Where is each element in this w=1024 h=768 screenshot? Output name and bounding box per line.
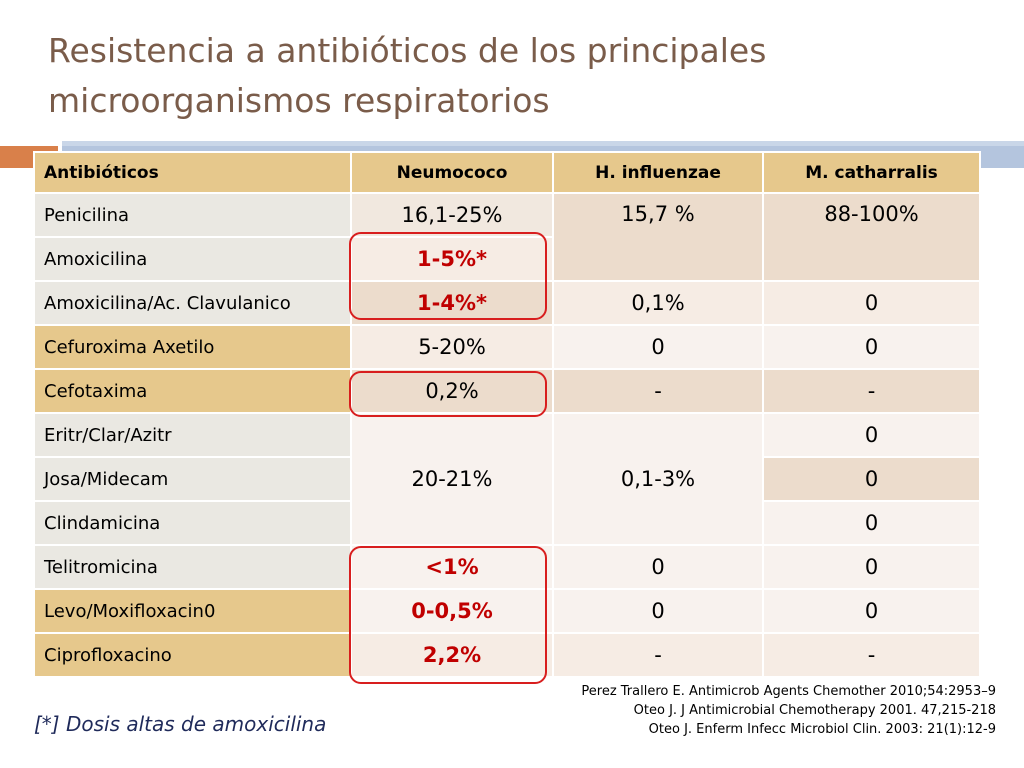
cell-h-influenzae: - (553, 633, 763, 677)
cell-h-influenzae: 0,1% (553, 281, 763, 325)
references: Perez Trallero E. Antimicrob Agents Chem… (581, 682, 996, 739)
cell-m-catharralis: 0 (763, 325, 980, 369)
cell-m-catharralis: - (763, 369, 980, 413)
cell-m-catharralis: - (763, 633, 980, 677)
cell-m-catharralis: 0 (763, 457, 980, 501)
cell-h-influenzae: - (553, 369, 763, 413)
table-row: Eritr/Clar/Azitr 20-21% 0,1-3% 0 (34, 413, 980, 457)
footnote: [*] Dosis altas de amoxicilina (34, 712, 326, 736)
highlight-telitromicina-ciprofloxacino (349, 546, 547, 684)
table-row: Penicilina 16,1-25% 15,7 % 88-100% (34, 193, 980, 237)
cell-m-catharralis: 0 (763, 413, 980, 457)
row-name: Ciprofloxacino (34, 633, 351, 677)
row-name: Eritr/Clar/Azitr (34, 413, 351, 457)
cell-m-catharralis: 0 (763, 589, 980, 633)
cell-m-catharralis: 0 (763, 545, 980, 589)
title-line-1: Resistencia a antibióticos de los princi… (48, 31, 766, 70)
header-neumococo: Neumococo (351, 152, 553, 193)
reference-3: Oteo J. Enferm Infecc Microbiol Clin. 20… (581, 720, 996, 739)
header-h-influenzae: H. influenzae (553, 152, 763, 193)
row-name: Cefuroxima Axetilo (34, 325, 351, 369)
cell-h-influenzae: 0 (553, 589, 763, 633)
row-name: Amoxicilina (34, 237, 351, 281)
table-row: Cefuroxima Axetilo 5-20% 0 0 (34, 325, 980, 369)
row-name: Penicilina (34, 193, 351, 237)
cell-h-influenzae: 0 (553, 545, 763, 589)
header-m-catharralis: M. catharralis (763, 152, 980, 193)
reference-2: Oteo J. J Antimicrobial Chemotherapy 200… (581, 701, 996, 720)
cell-neumococo: 16,1-25% (351, 193, 553, 237)
cell-h-influenzae: 0 (553, 325, 763, 369)
accent-bar-blue-top (62, 141, 1024, 146)
title-line-2: microorganismos respiratorios (48, 81, 550, 120)
row-name: Clindamicina (34, 501, 351, 545)
cell-h-influenzae: 15,7 % (553, 193, 763, 281)
row-name: Levo/Moxifloxacin0 (34, 589, 351, 633)
cell-m-catharralis: 88-100% (763, 193, 980, 281)
reference-1: Perez Trallero E. Antimicrob Agents Chem… (581, 682, 996, 701)
cell-h-influenzae: 0,1-3% (553, 413, 763, 545)
highlight-cefotaxima (349, 371, 547, 417)
header-antibioticos: Antibióticos (34, 152, 351, 193)
row-name: Josa/Midecam (34, 457, 351, 501)
cell-neumococo: 20-21% (351, 413, 553, 545)
row-name: Amoxicilina/Ac. Clavulanico (34, 281, 351, 325)
cell-m-catharralis: 0 (763, 281, 980, 325)
highlight-amoxicilina (349, 232, 547, 320)
slide-title: Resistencia a antibióticos de los princi… (48, 26, 988, 126)
cell-neumococo: 5-20% (351, 325, 553, 369)
table-header-row: Antibióticos Neumococo H. influenzae M. … (34, 152, 980, 193)
row-name: Telitromicina (34, 545, 351, 589)
row-name: Cefotaxima (34, 369, 351, 413)
cell-m-catharralis: 0 (763, 501, 980, 545)
